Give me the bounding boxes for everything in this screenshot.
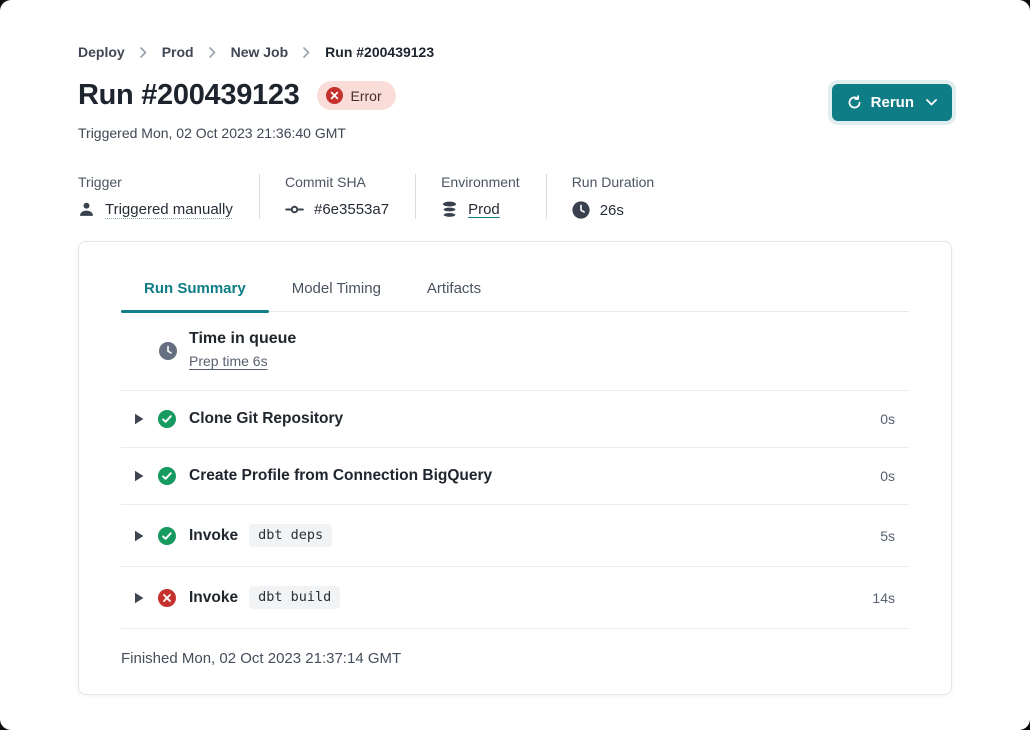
prep-time-link[interactable]: Prep time 6s: [189, 353, 268, 369]
breadcrumb: Deploy Prod New Job Run #200439123: [78, 44, 952, 60]
step-duration: 0s: [880, 468, 895, 484]
expand-caret-icon[interactable]: [134, 413, 144, 425]
step-row-dbt-build[interactable]: Invoke dbt build 14s: [121, 567, 909, 629]
chevron-right-icon: [208, 46, 216, 58]
breadcrumb-deploy[interactable]: Deploy: [78, 44, 125, 60]
error-circle-icon: [325, 87, 343, 104]
success-circle-icon: [158, 410, 176, 428]
step-label: Invoke: [189, 588, 239, 606]
meta-commit-value: #6e3553a7: [314, 201, 390, 218]
meta-commit-label: Commit SHA: [285, 174, 366, 190]
meta-environment-label: Environment: [441, 174, 520, 190]
step-duration: 0s: [880, 411, 895, 427]
step-duration: 14s: [872, 589, 895, 606]
step-label: Clone Git Repository: [189, 410, 344, 427]
step-command-pill: dbt deps: [249, 524, 333, 547]
meta-environment-link[interactable]: Prod: [468, 201, 500, 218]
meta-duration-value: 26s: [599, 201, 624, 219]
chevron-right-icon: [139, 46, 147, 58]
meta-commit: Commit SHA #6e3553a7: [259, 174, 415, 219]
commit-icon: [285, 203, 304, 216]
triggered-timestamp: Triggered Mon, 02 Oct 2023 21:36:40 GMT: [78, 125, 346, 141]
breadcrumb-new-job[interactable]: New Job: [230, 44, 289, 60]
tab-artifacts[interactable]: Artifacts: [426, 280, 482, 297]
time-in-queue-row: Time in queue Prep time 6s: [121, 312, 909, 391]
time-in-queue-title: Time in queue: [189, 330, 297, 347]
meta-environment: Environment Prod: [415, 174, 546, 219]
step-label: Invoke: [189, 526, 239, 544]
step-duration: 5s: [880, 527, 895, 544]
breadcrumb-prod[interactable]: Prod: [161, 44, 194, 60]
refresh-icon: [847, 95, 862, 110]
tab-model-timing[interactable]: Model Timing: [291, 280, 381, 297]
step-row-create-profile[interactable]: Create Profile from Connection BigQuery …: [121, 448, 909, 505]
meta-trigger: Trigger Triggered manually: [78, 174, 259, 219]
error-circle-icon: [158, 588, 176, 607]
status-badge-label: Error: [350, 87, 382, 104]
meta-duration: Run Duration 26s: [545, 174, 681, 219]
clock-icon: [572, 201, 590, 219]
rerun-button[interactable]: Rerun: [831, 84, 952, 121]
step-label: Create Profile from Connection BigQuery: [189, 467, 493, 484]
success-circle-icon: [158, 526, 176, 545]
tab-run-summary[interactable]: Run Summary: [121, 271, 269, 313]
page-title: Run #200439123: [78, 79, 300, 111]
step-row-clone-git[interactable]: Clone Git Repository 0s: [121, 391, 909, 448]
status-badge: Error: [316, 81, 396, 110]
breadcrumb-current-run: Run #200439123: [325, 44, 435, 60]
run-metadata: Trigger Triggered manually Commit SHA #6…: [78, 174, 952, 219]
step-row-dbt-deps[interactable]: Invoke dbt deps 5s: [121, 505, 909, 567]
expand-caret-icon[interactable]: [134, 530, 144, 542]
run-summary-card: Run Summary Model Timing Artifacts Time …: [78, 241, 952, 695]
chevron-down-icon: [926, 99, 937, 106]
tab-bar: Run Summary Model Timing Artifacts: [121, 242, 909, 313]
clock-icon: [159, 341, 177, 360]
rerun-button-label: Rerun: [870, 94, 914, 111]
expand-caret-icon[interactable]: [134, 592, 144, 604]
success-circle-icon: [158, 467, 176, 485]
person-icon: [78, 201, 95, 218]
chevron-right-icon: [303, 46, 310, 58]
finished-timestamp: Finished Mon, 02 Oct 2023 21:37:14 GMT: [121, 650, 402, 667]
meta-duration-label: Run Duration: [571, 174, 655, 190]
expand-caret-icon[interactable]: [134, 470, 144, 482]
database-icon: [441, 201, 458, 218]
meta-trigger-value: Triggered manually: [105, 201, 233, 218]
step-command-pill: dbt build: [249, 586, 341, 609]
meta-trigger-label: Trigger: [78, 174, 122, 190]
